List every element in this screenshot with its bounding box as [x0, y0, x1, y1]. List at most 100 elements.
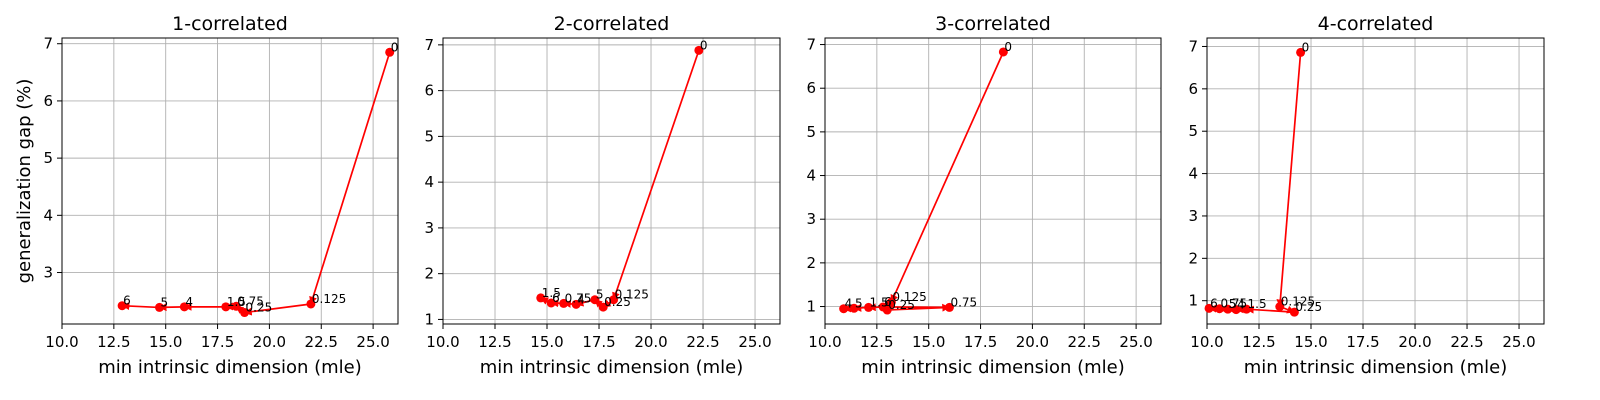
point-annotation: 0.125	[615, 288, 649, 302]
x-tick-label: 10.0	[45, 333, 78, 351]
data-point	[609, 295, 619, 305]
x-tick-label: 15.0	[912, 333, 945, 351]
plot-frame	[442, 37, 781, 325]
point-annotation: 0.25	[888, 298, 915, 312]
point-annotation: 6	[1210, 296, 1218, 310]
subplot-title: 3-correlated	[935, 13, 1051, 35]
point-annotation: 0.125	[1281, 295, 1315, 309]
y-tick-label: 3	[806, 210, 816, 228]
data-point	[546, 298, 556, 308]
data-point	[117, 301, 127, 311]
series-arrow	[121, 302, 160, 311]
x-tick-label: 17.5	[201, 333, 234, 351]
x-tick-label: 10.0	[426, 333, 459, 351]
data-point	[1223, 304, 1233, 314]
y-tick-label: 3	[1188, 207, 1198, 225]
plot-frame	[824, 37, 1162, 325]
x-tick-label: 20.0	[1016, 333, 1049, 351]
x-tick-label: 25.0	[356, 333, 389, 351]
x-tick-label: 25.0	[1119, 333, 1152, 351]
point-annotation: 4	[1237, 298, 1245, 312]
point-annotation: 4	[185, 295, 193, 309]
x-tick-label: 12.5	[478, 333, 511, 351]
y-tick-label: 4	[806, 167, 816, 185]
data-point	[240, 308, 250, 318]
x-axis-label: min intrinsic dimension (mle)	[861, 357, 1125, 378]
x-tick-label: 20.0	[1398, 333, 1431, 351]
series-arrow	[890, 51, 1005, 303]
point-annotation: 0	[1302, 40, 1310, 54]
point-annotation: 0	[700, 38, 708, 52]
point-annotation: 1.5	[542, 286, 561, 300]
y-tick-label: 6	[806, 79, 816, 97]
data-point	[1231, 305, 1241, 315]
point-annotation: 6	[552, 291, 560, 305]
x-axis-label: min intrinsic dimension (mle)	[480, 357, 744, 378]
point-annotation: 5	[160, 295, 168, 309]
y-tick-label: 4	[424, 173, 434, 191]
y-tick-label: 5	[424, 127, 434, 145]
y-tick-label: 1	[806, 298, 816, 316]
point-annotation: 0.75	[950, 295, 977, 309]
y-tick-label: 5	[806, 123, 816, 141]
data-point	[694, 45, 704, 55]
y-tick-label: 1	[1188, 292, 1198, 310]
x-tick-label: 20.0	[253, 333, 286, 351]
x-tick-label: 17.5	[964, 333, 997, 351]
point-annotation: 1.5	[227, 295, 246, 309]
x-tick-label: 22.5	[686, 333, 719, 351]
y-tick-label: 4	[43, 206, 53, 224]
x-tick-label: 15.0	[149, 333, 182, 351]
x-tick-label: 22.5	[305, 333, 338, 351]
point-annotation: 6	[884, 295, 892, 309]
y-tick-label: 2	[424, 265, 434, 283]
subplot-title: 4-correlated	[1318, 13, 1434, 35]
x-tick-label: 17.5	[1346, 333, 1379, 351]
point-annotation: 0.25	[604, 295, 631, 309]
y-tick-label: 6	[1188, 80, 1198, 98]
point-annotation: 6	[123, 294, 131, 308]
data-point	[864, 302, 874, 312]
data-point	[878, 302, 888, 312]
point-annotation: 4	[845, 297, 853, 311]
x-tick-label: 10.0	[808, 333, 841, 351]
y-tick-label: 3	[43, 264, 53, 282]
point-annotation: 0.75	[1220, 297, 1247, 311]
point-annotation: 5	[596, 288, 604, 302]
data-point	[179, 302, 189, 312]
y-tick-label: 4	[1188, 165, 1198, 183]
data-point	[590, 295, 600, 305]
data-point	[598, 302, 608, 312]
data-point	[571, 299, 581, 309]
data-point	[536, 293, 546, 303]
y-tick-label: 6	[43, 92, 53, 110]
point-annotation: 0.25	[1295, 300, 1322, 314]
subplot-title: 1-correlated	[172, 13, 288, 35]
point-annotation: 5	[855, 296, 863, 310]
data-point	[559, 298, 569, 308]
data-point	[385, 47, 395, 57]
data-point	[1296, 47, 1306, 57]
point-annotation: 4	[577, 292, 585, 306]
subplot-4: 10.0 12.5 15.0 17.5 20.0 22.5 25.012345674-cor…	[1188, 13, 1545, 378]
y-tick-label: 6	[424, 82, 434, 100]
y-tick-label: 2	[1188, 249, 1198, 267]
data-point	[998, 47, 1008, 57]
plot-frame	[61, 37, 399, 325]
point-annotation: 0.125	[892, 290, 926, 304]
data-point	[221, 302, 231, 312]
point-annotation: 0.75	[565, 291, 592, 305]
x-tick-label: 12.5	[860, 333, 893, 351]
point-annotation: 0	[391, 40, 399, 54]
point-annotation: 5	[1229, 297, 1237, 311]
plot-frame	[1206, 37, 1545, 325]
y-tick-label: 3	[424, 219, 434, 237]
x-tick-label: 12.5	[97, 333, 130, 351]
point-annotation: 0.125	[312, 292, 346, 306]
y-tick-label: 7	[1188, 37, 1198, 55]
data-point	[1242, 304, 1252, 314]
point-annotation: 1.5	[1248, 297, 1267, 311]
x-tick-label: 17.5	[582, 333, 615, 351]
data-point	[154, 302, 164, 312]
